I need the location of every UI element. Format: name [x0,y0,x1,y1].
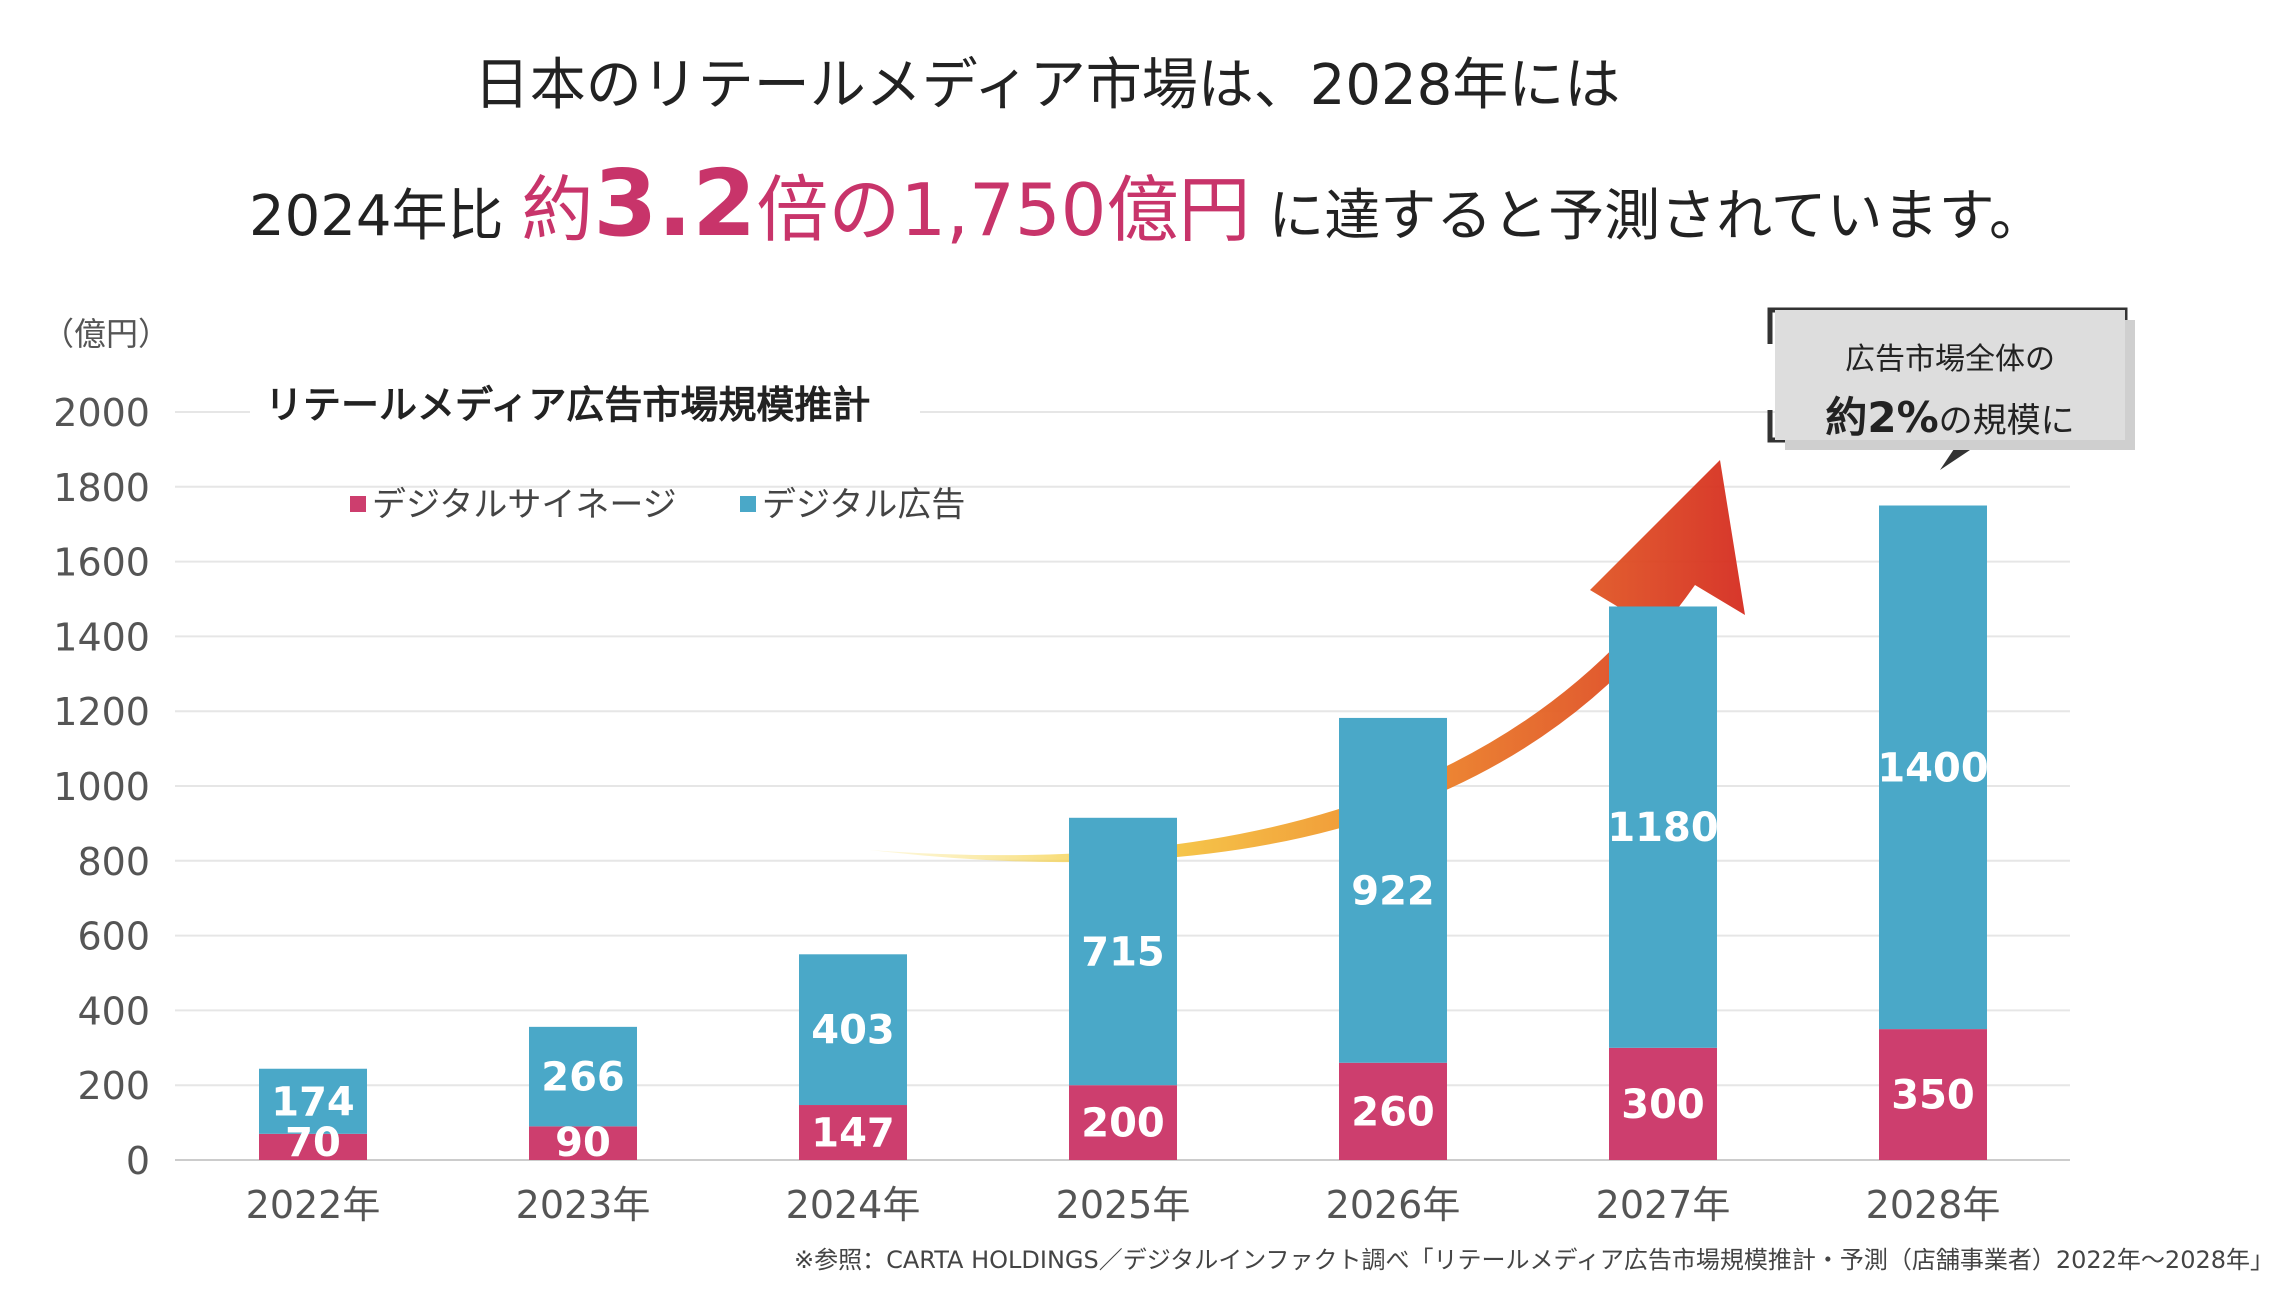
source-note: ※参照：CARTA HOLDINGS／デジタルインファクト調べ「リテールメディア… [794,1246,2274,1274]
bar-segment-signage-5 [1339,1062,1447,1160]
y-tick-label: 200 [77,1064,150,1108]
bar-segment-digital-5 [1339,717,1447,1063]
callout-suffix: の規模に [1938,401,2075,441]
headline-suffix: に達すると予測されています。 [1268,184,2045,249]
headline-line-1: 日本のリテールメディア市場は、2028年には [473,53,1621,118]
callout-line-2: 約2%の規模に [1775,384,2125,445]
y-tick-label: 800 [77,840,150,884]
x-tick-label: 2028年 [1866,1183,2001,1227]
legend-swatch [740,496,756,512]
y-tick-label: 1200 [53,690,150,734]
bar-segment-digital-4 [1069,817,1177,1086]
headline-prefix: 2024年比 [249,184,504,249]
callout-approx: 約 [1825,393,1868,442]
data-label: 350 [1891,1073,1975,1119]
callout-box: 広告市場全体の 約2%の規模に [1775,310,2125,442]
data-label: 1400 [1877,745,1988,791]
headline-accent-amount: 倍の1,750億円 [756,168,1251,252]
bar-segment-signage-2 [529,1126,637,1160]
headline-accent-approx: 約 [521,168,594,252]
bar-segment-signage-7 [1879,1029,1987,1160]
axes: 0 200 400 600 800 1000 1200 1400 1600 1800 2000 202… [53,391,2000,1227]
data-label: 403 [811,1008,895,1054]
y-tick-label: 1800 [53,466,150,510]
data-label: 147 [811,1111,895,1157]
x-tick-label: 2022年 [246,1183,381,1227]
data-label: 300 [1621,1082,1705,1128]
bar-segment-digital-7 [1879,505,1987,1030]
y-tick-label: 400 [77,989,150,1033]
legend: デジタルサイネージ デジタル広告 [350,485,965,525]
data-label: 90 [555,1120,611,1166]
y-axis-unit: （億円） [42,315,170,353]
y-tick-label: 1600 [53,541,150,585]
data-label: 70 [285,1120,341,1166]
data-label: 174 [271,1079,355,1125]
y-tick-label: 600 [77,915,150,959]
bar-segment-signage-6 [1609,1047,1717,1160]
callout-line-1: 広告市場全体の [1845,342,2055,377]
headline-accent-multiplier: 3.2 [593,150,757,257]
bar-segment-signage-1 [259,1133,367,1160]
legend-label: デジタルサイネージ [372,485,677,525]
x-tick-label: 2027年 [1596,1183,1731,1227]
y-tick-label: 1000 [53,765,150,809]
y-tick-label: 0 [126,1139,150,1183]
data-label: 260 [1351,1089,1435,1135]
bar-segment-digital-3 [799,954,907,1106]
x-tick-label: 2026年 [1326,1183,1461,1227]
legend-swatch [350,496,366,512]
data-label: 200 [1081,1101,1165,1147]
bar-segment-digital-2 [529,1026,637,1127]
legend-label: デジタル広告 [762,485,965,525]
bar-segment-digital-1 [259,1068,367,1134]
x-tick-label: 2025年 [1056,1183,1191,1227]
headline-line-2: 2024年比 約3.2倍の1,750億円 に達すると予測されています。 [0,150,2294,257]
x-tick-label: 2023年 [516,1183,651,1227]
y-tick-label: 2000 [53,391,150,435]
x-tick-label: 2024年 [786,1183,921,1227]
data-label: 922 [1351,868,1435,914]
bars [259,505,1987,1160]
chart-title: リテールメディア広告市場規模推計 [265,383,870,427]
bar-segment-signage-3 [799,1105,907,1160]
y-tick-label: 1400 [53,615,150,659]
data-label: 1180 [1607,805,1718,851]
callout-percent: 2% [1867,393,1939,442]
data-label: 715 [1081,929,1165,975]
data-label: 266 [541,1055,625,1101]
bar-segment-signage-4 [1069,1085,1177,1160]
bar-segment-digital-6 [1609,606,1717,1048]
